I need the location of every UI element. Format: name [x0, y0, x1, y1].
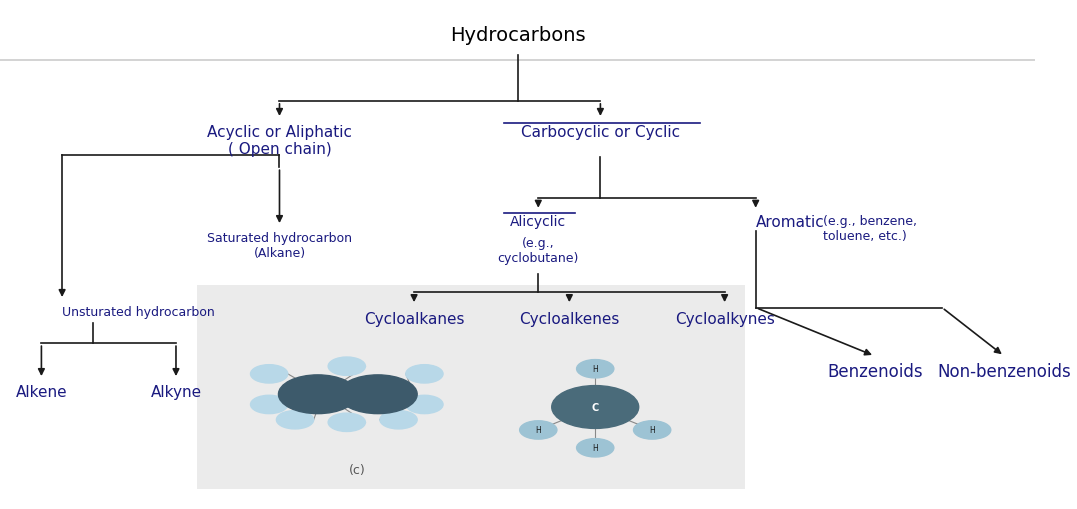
- Circle shape: [328, 357, 365, 376]
- Text: Alkyne: Alkyne: [151, 384, 201, 399]
- Circle shape: [380, 411, 417, 429]
- Circle shape: [279, 375, 358, 414]
- Text: Cycloalkanes: Cycloalkanes: [364, 312, 464, 326]
- Text: Non-benzenoids: Non-benzenoids: [937, 362, 1071, 380]
- Text: H: H: [535, 426, 541, 435]
- Text: Alicyclic: Alicyclic: [510, 215, 567, 229]
- Text: Unsturated hydrocarbon: Unsturated hydrocarbon: [62, 305, 214, 318]
- Text: (e.g., benzene,
toluene, etc.): (e.g., benzene, toluene, etc.): [823, 215, 917, 243]
- Text: H: H: [592, 364, 598, 374]
- Text: Alkene: Alkene: [15, 384, 67, 399]
- Text: Carbocyclic or Cyclic: Carbocyclic or Cyclic: [521, 125, 680, 139]
- Text: H: H: [592, 443, 598, 453]
- Circle shape: [551, 386, 639, 429]
- Circle shape: [520, 421, 557, 439]
- Circle shape: [338, 375, 417, 414]
- Text: Benzenoids: Benzenoids: [827, 362, 923, 380]
- Circle shape: [406, 365, 443, 383]
- Text: Acyclic or Aliphatic
( Open chain): Acyclic or Aliphatic ( Open chain): [207, 125, 352, 157]
- Text: Saturated hydrocarbon
(Alkane): Saturated hydrocarbon (Alkane): [207, 232, 352, 260]
- Circle shape: [576, 439, 614, 457]
- Circle shape: [328, 413, 365, 432]
- Text: Cycloalkynes: Cycloalkynes: [674, 312, 774, 326]
- Circle shape: [406, 395, 443, 414]
- Text: C: C: [591, 402, 599, 412]
- Circle shape: [633, 421, 671, 439]
- Text: Aromatic: Aromatic: [756, 215, 824, 230]
- Circle shape: [251, 365, 288, 383]
- Text: H: H: [649, 426, 655, 435]
- Bar: [197, 285, 745, 489]
- Circle shape: [277, 411, 313, 429]
- Circle shape: [576, 360, 614, 378]
- Text: Hydrocarbons: Hydrocarbons: [450, 26, 586, 45]
- Circle shape: [251, 395, 288, 414]
- Text: (c): (c): [349, 463, 365, 476]
- Text: (e.g.,
cyclobutane): (e.g., cyclobutane): [498, 237, 579, 265]
- Text: Cycloalkenes: Cycloalkenes: [519, 312, 619, 326]
